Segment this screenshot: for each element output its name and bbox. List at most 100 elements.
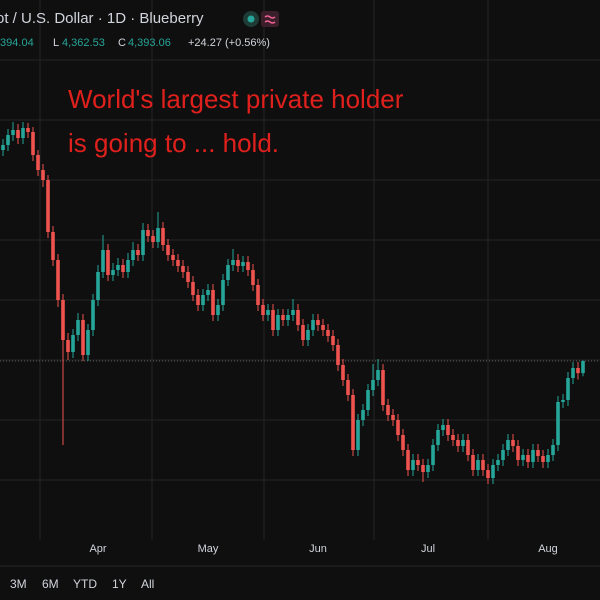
ohlc-value: 4,362.53	[62, 37, 105, 49]
candle-body	[541, 456, 545, 462]
candle-body	[11, 130, 15, 135]
candle-body	[141, 230, 145, 255]
candle-body	[326, 330, 330, 336]
candle-body	[521, 455, 525, 460]
x-tick-label: Jun	[309, 543, 327, 555]
candle-body	[171, 255, 175, 260]
candle-body	[6, 135, 10, 145]
candle-body	[576, 368, 580, 374]
candle-body	[216, 305, 220, 315]
candle-body	[306, 330, 310, 340]
candle-body	[311, 320, 315, 330]
candle-body	[566, 378, 570, 400]
candle-body	[136, 250, 140, 255]
candle-body	[351, 395, 355, 450]
candle-body	[156, 228, 160, 242]
candle-body	[206, 290, 210, 295]
candle-body	[366, 390, 370, 410]
candle-body	[76, 320, 80, 335]
candle-body	[441, 425, 445, 430]
candle-body	[401, 435, 405, 450]
x-tick-label: Apr	[89, 543, 106, 555]
candle-body	[266, 310, 270, 315]
candle-body	[121, 265, 125, 272]
candle-body	[556, 402, 560, 445]
candle-body	[56, 260, 60, 300]
candle-body	[391, 415, 395, 420]
candle-body	[546, 455, 550, 462]
candle-body	[201, 295, 205, 305]
candle-body	[186, 272, 190, 282]
candle-body	[491, 465, 495, 478]
range-button[interactable]: YTD	[73, 577, 97, 591]
ohlc-value: 4,393.06	[128, 37, 171, 49]
candle-body	[511, 440, 515, 446]
candle-body	[526, 455, 530, 462]
candle-body	[211, 290, 215, 315]
candle-body	[241, 262, 245, 266]
candle-body	[301, 325, 305, 340]
x-tick-label: Aug	[538, 543, 558, 555]
candle-body	[251, 270, 255, 285]
candle-body	[46, 180, 50, 232]
candle-body	[496, 460, 500, 465]
candle-body	[371, 380, 375, 390]
candle-body	[451, 435, 455, 440]
status-badge	[261, 11, 279, 27]
candle-body	[296, 310, 300, 325]
candle-body	[21, 128, 25, 138]
candle-body	[481, 460, 485, 470]
candle-body	[71, 335, 75, 352]
candle-body	[381, 370, 385, 405]
candle-body	[361, 410, 365, 420]
candle-body	[476, 460, 480, 470]
candle-body	[281, 315, 285, 320]
range-button[interactable]: 1Y	[112, 577, 127, 591]
candle-body	[551, 445, 555, 455]
candle-body	[116, 265, 120, 270]
range-button[interactable]: All	[141, 577, 154, 591]
candle-body	[61, 300, 65, 340]
candle-body	[166, 245, 170, 255]
ohlc-value: L	[53, 37, 59, 49]
candle-body	[276, 315, 280, 330]
candle-body	[501, 450, 505, 460]
candle-body	[561, 400, 565, 402]
candle-body	[436, 430, 440, 445]
candle-body	[91, 300, 95, 330]
ohlc-value: +24.27 (+0.56%)	[188, 37, 270, 49]
candle-body	[236, 260, 240, 266]
candle-body	[346, 380, 350, 395]
candle-body	[466, 440, 470, 455]
candle-body	[531, 450, 535, 462]
x-tick-label: May	[198, 543, 219, 555]
candle-body	[131, 250, 135, 260]
candle-body	[161, 228, 165, 245]
candle-body	[231, 260, 235, 265]
candle-body	[456, 440, 460, 446]
candle-body	[81, 320, 85, 355]
status-dot	[247, 15, 255, 23]
candle-body	[431, 445, 435, 465]
range-button[interactable]: 6M	[42, 577, 59, 591]
candle-body	[31, 132, 35, 155]
candle-body	[286, 315, 290, 320]
candle-body	[176, 260, 180, 266]
candle-body	[516, 446, 520, 460]
candle-body	[536, 450, 540, 456]
candle-body	[106, 250, 110, 275]
candle-body	[256, 285, 260, 305]
candle-body	[261, 305, 265, 315]
candle-body	[146, 230, 150, 236]
x-tick-label: Jul	[421, 543, 435, 555]
ohlc-value: C	[118, 37, 126, 49]
candle-body	[191, 282, 195, 295]
candle-body	[36, 155, 40, 170]
candle-body	[41, 170, 45, 180]
candle-body	[421, 465, 425, 472]
annotation: World's largest private holder	[68, 84, 404, 114]
status-icon	[264, 15, 276, 24]
candle-body	[321, 325, 325, 330]
range-button[interactable]: 3M	[10, 577, 27, 591]
